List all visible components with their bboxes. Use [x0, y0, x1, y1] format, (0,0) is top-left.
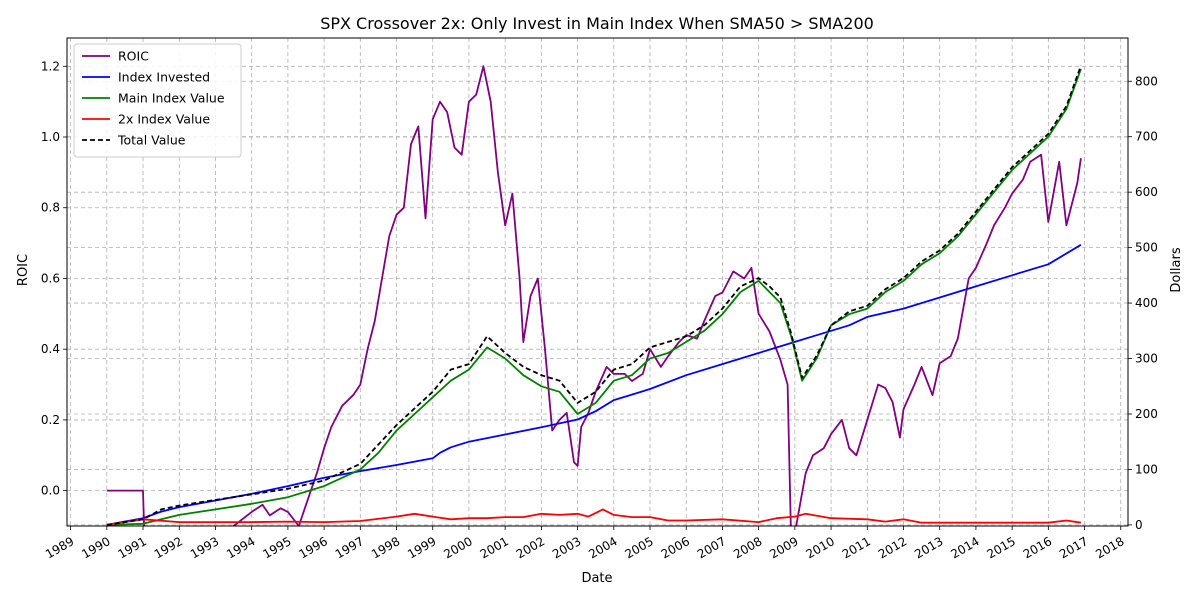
- x-tick-label: 2008: [731, 534, 764, 561]
- x-tick-label: 2010: [804, 534, 837, 561]
- y-right-tick-label: 600: [1135, 185, 1158, 199]
- y-right-tick-label: 300: [1135, 352, 1158, 366]
- y-right-tick-label: 400: [1135, 296, 1158, 310]
- chart-title: SPX Crossover 2x: Only Invest in Main In…: [320, 14, 874, 33]
- y-left-tick-label: 0.4: [41, 342, 60, 356]
- x-tick-label: 1995: [260, 534, 293, 561]
- x-tick-label: 2000: [441, 534, 474, 561]
- x-tick-label: 2017: [1057, 534, 1090, 561]
- x-tick-label: 2016: [1021, 534, 1054, 561]
- y-right-tick-label: 800: [1135, 74, 1158, 88]
- x-axis-label: Date: [581, 571, 612, 586]
- x-tick-label: 2004: [586, 534, 619, 561]
- x-tick-label: 1999: [405, 534, 438, 561]
- x-tick-label: 2007: [695, 534, 728, 561]
- legend-label: Index Invested: [118, 70, 210, 85]
- x-tick-label: 1992: [152, 534, 185, 561]
- legend-label: Total Value: [117, 133, 186, 148]
- plot-frame: [66, 37, 1129, 527]
- y-right-tick-label: 500: [1135, 241, 1158, 255]
- legend-box: [73, 43, 242, 158]
- x-tick-label: 2015: [985, 534, 1018, 561]
- x-tick-label: 2001: [478, 534, 511, 561]
- x-tick-label: 2009: [767, 534, 800, 561]
- x-tick-label: 2011: [840, 534, 873, 561]
- x-tick-label: 2018: [1093, 534, 1126, 561]
- y-right-tick-label: 100: [1135, 462, 1158, 476]
- legend-label: ROIC: [118, 49, 149, 64]
- series-line-index-invested: [106, 244, 1082, 526]
- y-left-tick-label: 0.8: [41, 201, 60, 215]
- x-tick-label: 2006: [659, 534, 692, 561]
- x-tick-label: 2002: [514, 534, 547, 561]
- x-tick-label: 1998: [369, 534, 402, 561]
- y-axis-right-label: Dollars: [1169, 247, 1184, 292]
- y-left-tick-label: 0.2: [41, 413, 60, 427]
- x-tick-label: 1997: [333, 534, 366, 561]
- grid-lines: [67, 38, 1128, 526]
- x-tick-label: 2014: [948, 534, 981, 561]
- y-left-tick-label: 0.0: [41, 484, 60, 498]
- series-line-roic: [106, 65, 1082, 526]
- x-tick-label: 2003: [550, 534, 583, 561]
- y-right-tick-label: 0: [1135, 518, 1143, 532]
- x-tick-label: 1991: [115, 534, 148, 561]
- legend: ROIC Index Invested Main Index Value 2x Ind…: [73, 43, 242, 158]
- y-left-tick-label: 0.6: [41, 271, 60, 285]
- x-tick-label: 1994: [224, 534, 257, 561]
- y-left-tick-label: 1.2: [41, 59, 60, 73]
- series-line-main-index-value: [106, 68, 1082, 526]
- legend-label: 2x Index Value: [118, 112, 210, 127]
- x-tick-label: 2005: [622, 534, 655, 561]
- x-tick-label: 1990: [79, 534, 112, 561]
- series-line-2x-index-value: [106, 508, 1082, 526]
- x-tick-label: 1996: [297, 534, 330, 561]
- y-right-tick-label: 700: [1135, 130, 1158, 144]
- x-tick-label: 1993: [188, 534, 221, 561]
- y-left-tick-label: 1.0: [41, 130, 60, 144]
- series-line-total-value: [106, 65, 1082, 526]
- y-axis-left-label: ROIC: [16, 254, 31, 286]
- series-layer: [106, 65, 1082, 526]
- x-tick-label: 2013: [912, 534, 945, 561]
- legend-label: Main Index Value: [118, 91, 225, 106]
- x-tick-label: 2012: [876, 534, 909, 561]
- y-right-tick-label: 200: [1135, 407, 1158, 421]
- x-tick-label: 1989: [43, 534, 76, 561]
